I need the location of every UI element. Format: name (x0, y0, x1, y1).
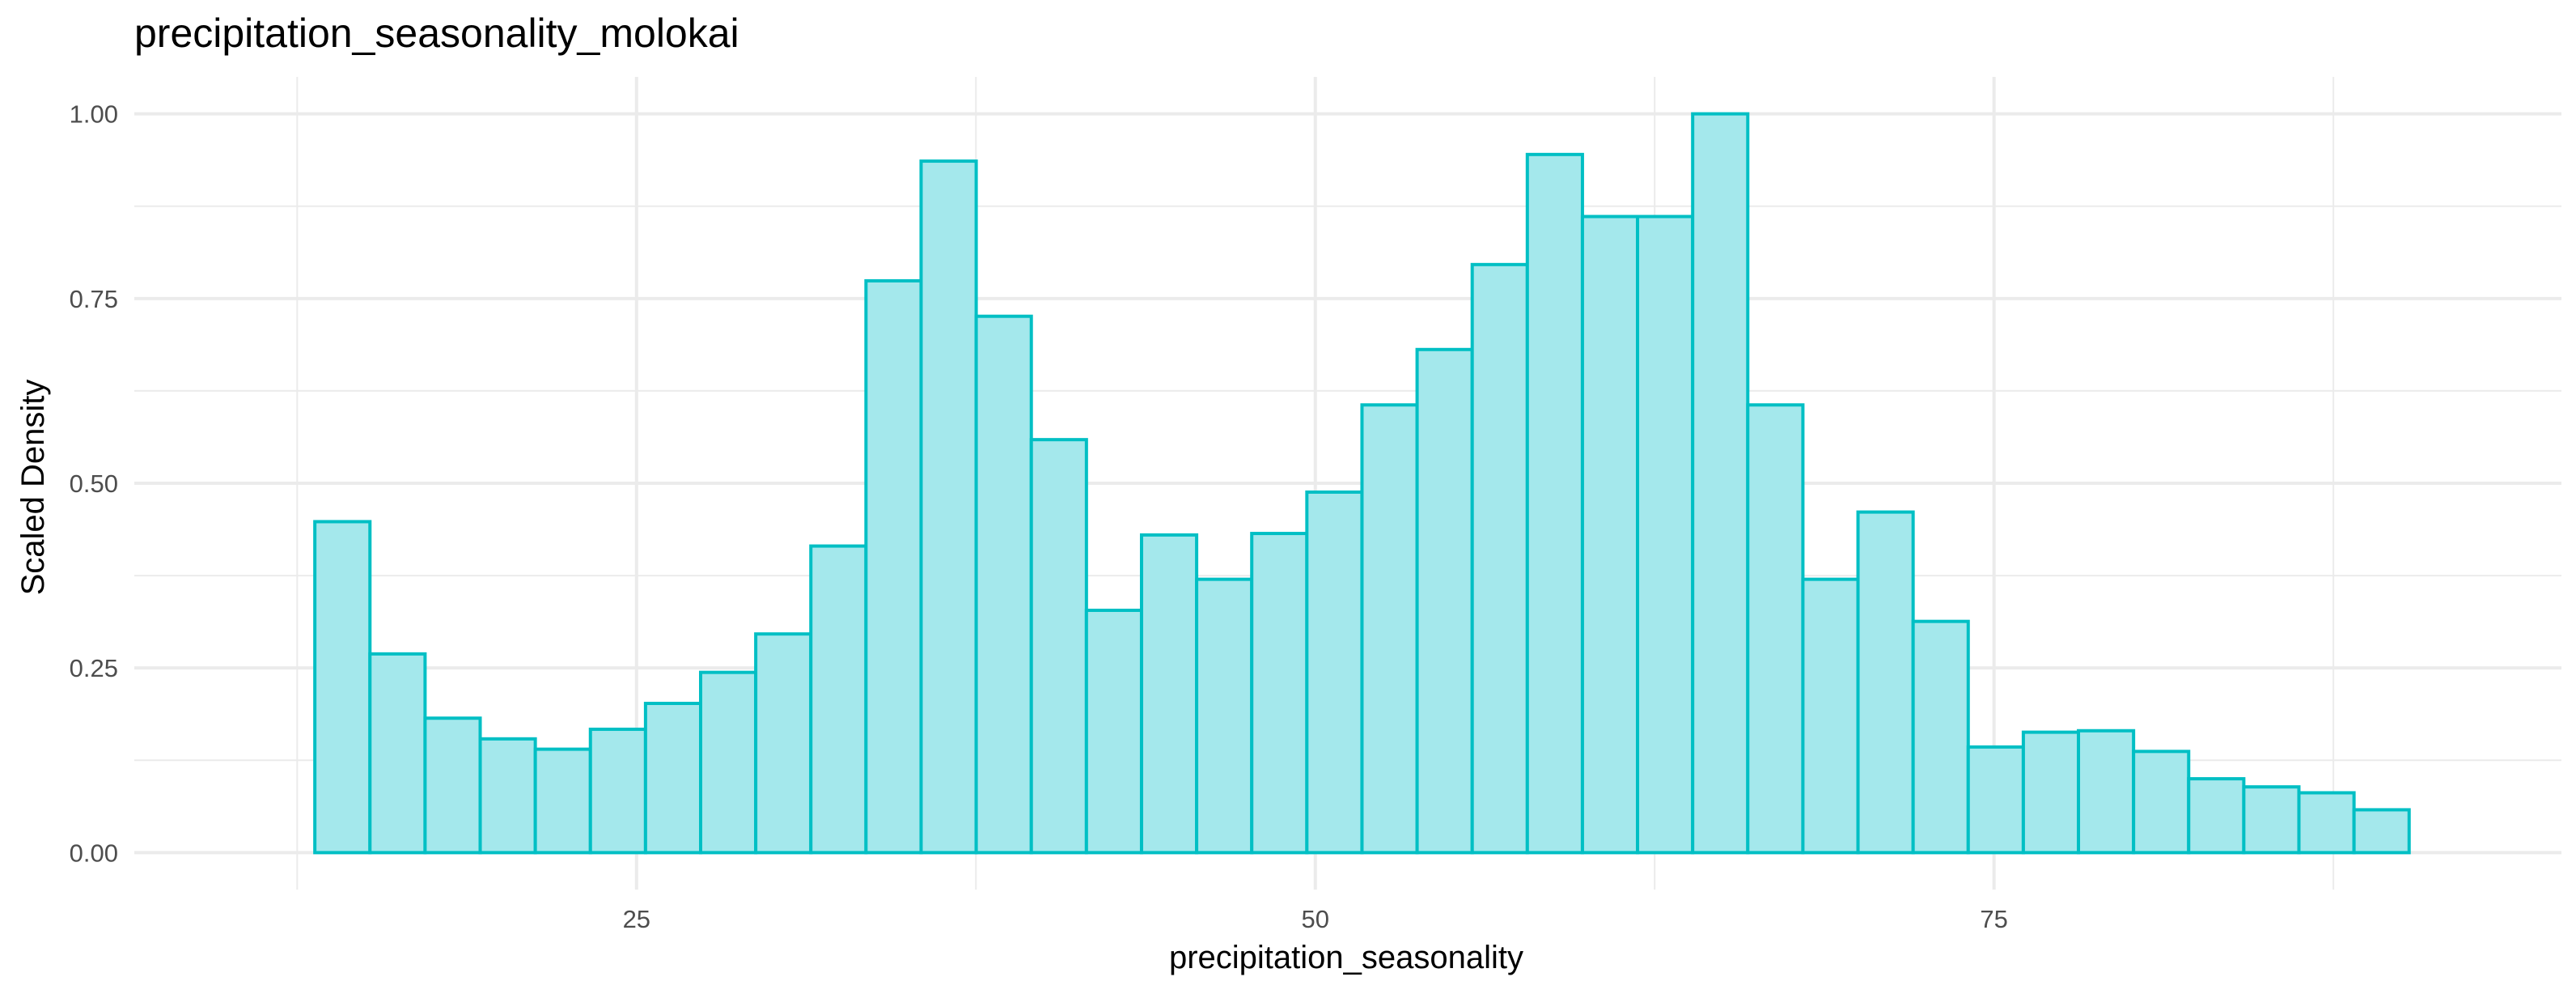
histogram-bar (2021, 730, 2081, 855)
histogram-bar (643, 701, 703, 855)
histogram-bar (1470, 262, 1529, 855)
histogram-bar (1911, 619, 1970, 855)
chart-title: precipitation_seasonality_molokai (134, 11, 739, 56)
x-tick-label: 75 (1980, 905, 2007, 933)
histogram-bar (919, 159, 978, 855)
histogram-bar (1195, 577, 1254, 855)
histogram-bar (1580, 215, 1640, 855)
x-tick-label: 50 (1301, 905, 1328, 933)
histogram-bar (2132, 750, 2191, 855)
histogram-bar (1691, 112, 1750, 855)
histogram-bar (1856, 510, 1915, 855)
histogram-bars (313, 112, 2411, 855)
y-tick-label: 0.00 (70, 839, 118, 867)
histogram-bar (1084, 608, 1143, 855)
histogram-bar (423, 716, 482, 855)
histogram-bar (588, 727, 647, 855)
histogram-bar (1360, 403, 1419, 855)
histogram-bar (1525, 152, 1584, 855)
histogram-bar (809, 544, 868, 855)
histogram-bar (313, 520, 372, 855)
histogram-bar (2077, 729, 2136, 855)
y-axis-title: Scaled Density (15, 380, 51, 596)
x-tick-label: 25 (623, 905, 650, 933)
histogram-bar (699, 670, 758, 855)
histogram-bar (1415, 347, 1474, 855)
y-tick-label: 0.50 (70, 469, 118, 498)
histogram-bar (2352, 808, 2411, 855)
histogram-bar (533, 747, 592, 855)
histogram-bar (1139, 533, 1199, 855)
histogram-bar (864, 278, 923, 855)
histogram-bar (1250, 532, 1309, 855)
histogram-bar (754, 632, 813, 855)
histogram-bar (2297, 791, 2356, 855)
histogram-bar (1966, 745, 2025, 855)
histogram-bar (478, 737, 537, 855)
y-tick-label: 0.25 (70, 654, 118, 682)
histogram-bar (1305, 490, 1364, 855)
histogram-bar (2187, 777, 2246, 855)
histogram-bar (1801, 577, 1860, 855)
histogram-bar (974, 314, 1033, 855)
y-tick-label: 1.00 (70, 100, 118, 129)
histogram-bar (2242, 785, 2301, 855)
y-tick-label: 0.75 (70, 285, 118, 313)
y-axis-tick-labels: 0.00 0.25 0.50 0.75 1.00 (70, 100, 118, 868)
histogram-bar (368, 652, 427, 855)
histogram-bar (1029, 438, 1088, 855)
histogram-bar (1636, 215, 1695, 855)
histogram-bar (1746, 403, 1805, 855)
x-axis-title: precipitation_seasonality (1169, 940, 1523, 975)
x-axis-tick-labels: 25 50 75 (623, 905, 2008, 933)
